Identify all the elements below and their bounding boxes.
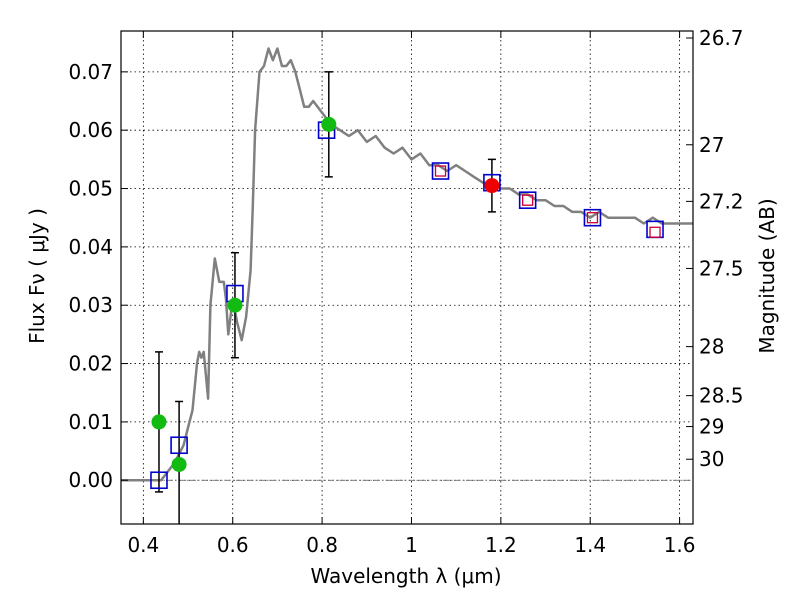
y2-axis-ticks: 26.7 27 27.2 27.5 28 28.5 29 30 [686, 26, 744, 471]
y-tick-label: 0.05 [68, 177, 113, 201]
model-broadband-point [150, 471, 168, 490]
y-axis-label: Flux Fν ( μJy ) [25, 208, 49, 344]
gridlines [121, 31, 693, 524]
y2-tick-label: 28 [699, 335, 724, 359]
y-tick-label: 0.03 [68, 293, 113, 317]
model-broadband-point [583, 208, 602, 227]
y-tick-label: 0.02 [68, 352, 113, 376]
x-tick-label: 1.4 [574, 533, 606, 557]
y2-tick-label: 28.5 [699, 384, 744, 408]
observed-square-point [522, 194, 534, 206]
y-tick-label: 0.00 [68, 468, 113, 492]
marker-layer [150, 116, 664, 490]
y-tick-label: 0.06 [68, 118, 113, 142]
spectrum-line [121, 47, 693, 482]
errorbar-layer [154, 71, 496, 524]
x-tick-label: 1 [405, 533, 418, 557]
plot-frame [120, 30, 694, 525]
y2-tick-label: 27.2 [699, 189, 744, 213]
observed-point [171, 456, 187, 472]
y-tick-label: 0.01 [68, 410, 113, 434]
model-broadband-point [431, 162, 450, 180]
y2-tick-label: 27.5 [699, 256, 744, 280]
x-tick-label: 0.8 [306, 533, 338, 557]
y2-axis-label: Magnitude (AB) [755, 198, 779, 353]
observed-point [151, 414, 167, 430]
model-broadband-point [518, 191, 537, 209]
x-tick-label: 0.6 [217, 533, 249, 557]
model-broadband-point [170, 436, 188, 455]
observed-point [321, 116, 337, 132]
observed-square-point [649, 226, 661, 238]
y2-tick-label: 29 [699, 415, 724, 439]
y2-tick-label: 30 [699, 447, 724, 471]
spectrum-layer [121, 47, 693, 482]
y-tick-label: 0.04 [68, 235, 113, 259]
x-tick-label: 1.2 [485, 533, 517, 557]
x-tick-label: 0.4 [127, 533, 159, 557]
observed-point [227, 297, 243, 313]
x-axis-label: Wavelength λ (μm) [310, 564, 501, 588]
y2-tick-label: 26.7 [699, 26, 744, 50]
observed-red-point [484, 178, 500, 194]
y-tick-label: 0.07 [68, 60, 113, 84]
x-tick-label: 1.6 [664, 533, 696, 557]
x-axis-ticks: 0.4 0.6 0.8 1 1.2 1.4 1.6 [127, 31, 696, 557]
observed-square-point [586, 212, 599, 224]
observed-square-point [434, 165, 447, 177]
y-axis-ticks: 0.00 0.01 0.02 0.03 0.04 0.05 0.06 0.07 [68, 60, 128, 492]
y2-tick-label: 27 [699, 133, 724, 157]
